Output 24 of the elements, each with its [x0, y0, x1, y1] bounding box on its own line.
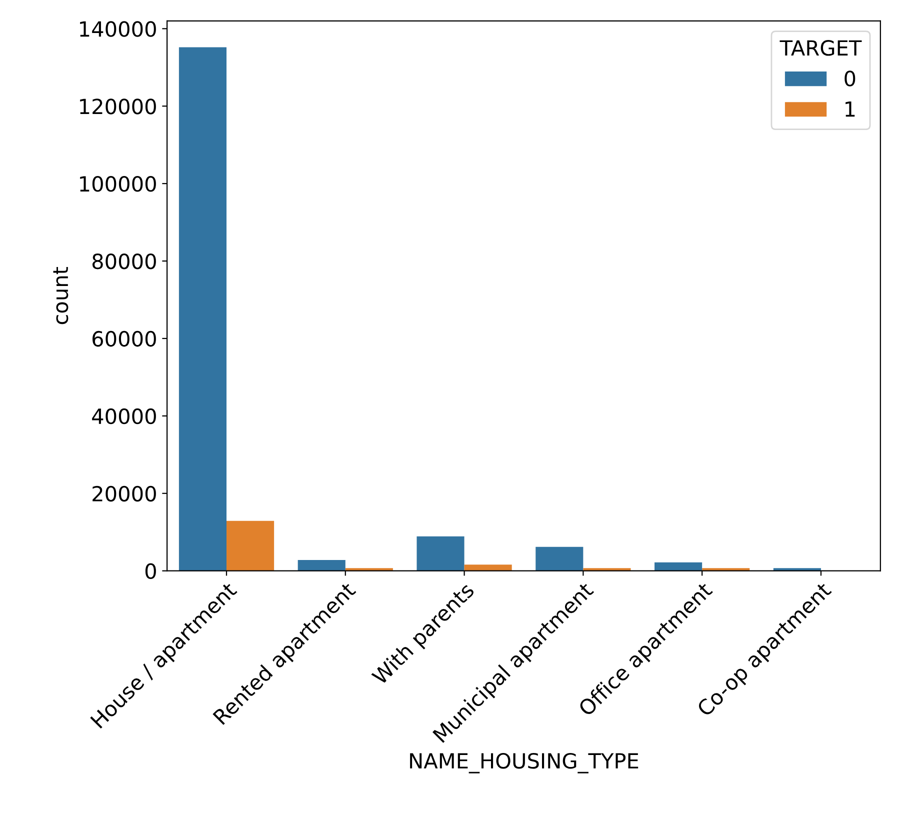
bar [702, 568, 750, 571]
bar [773, 568, 821, 571]
y-tick-label: 20000 [92, 486, 156, 502]
bar [298, 560, 346, 571]
legend-title: TARGET [780, 40, 862, 56]
bar [178, 47, 227, 571]
y-tick-label: 120000 [80, 98, 156, 114]
y-tick-label: 60000 [92, 330, 156, 347]
x-axis-title: NAME_HOUSING_TYPE [410, 752, 638, 774]
legend-label: 1 [846, 101, 855, 117]
y-tick-label: 80000 [92, 253, 156, 270]
y-tick-label: 0 [145, 563, 156, 580]
bar [226, 520, 274, 571]
y-axis-title: count [53, 266, 68, 324]
y-tick-label: 100000 [80, 176, 156, 192]
bar [464, 564, 512, 571]
bar [536, 546, 584, 571]
y-tick-label: 140000 [80, 21, 156, 37]
y-tick-label: 40000 [92, 408, 156, 424]
bar [583, 568, 631, 571]
legend-label: 0 [844, 70, 856, 86]
bar [416, 536, 464, 571]
bar [345, 568, 393, 571]
bar [654, 562, 702, 571]
